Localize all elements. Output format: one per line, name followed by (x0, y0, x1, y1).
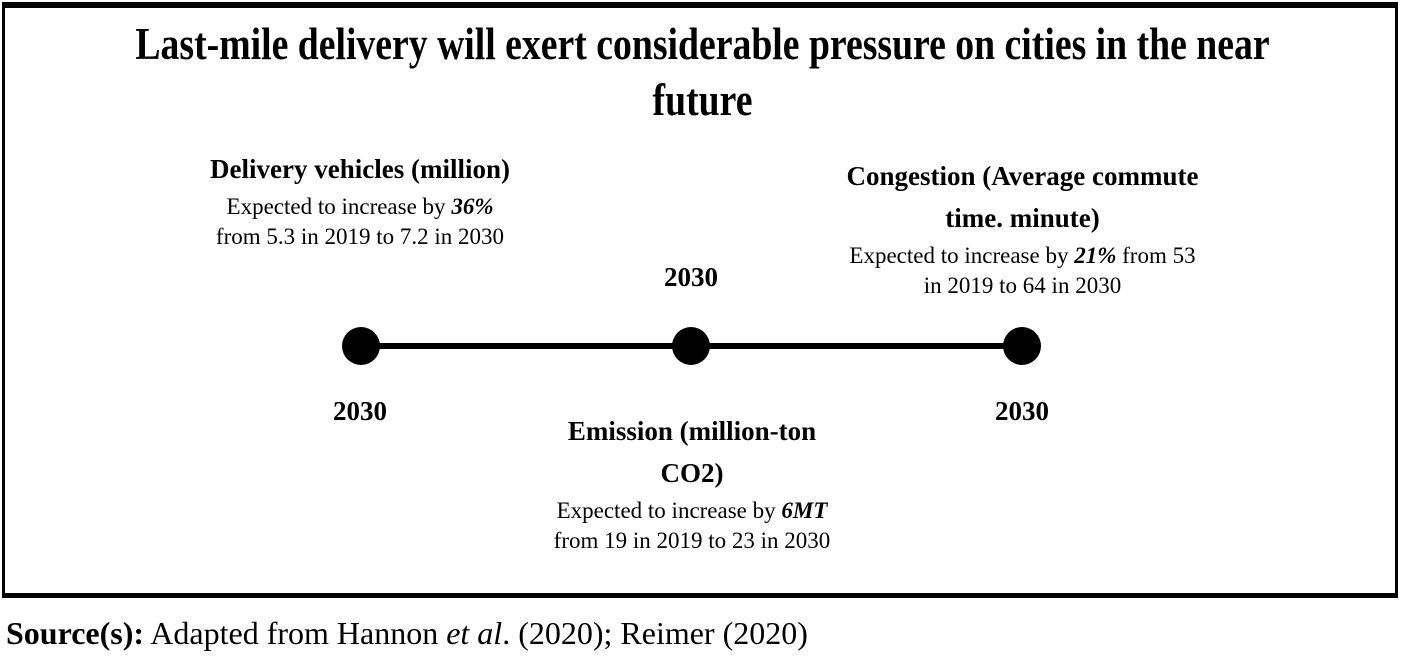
figure-border-box (2, 2, 1398, 598)
figure-title-line-2: future (652, 74, 753, 125)
source-note: Source(s): Adapted from Hannon et al. (2… (6, 613, 808, 653)
milestone-heading-delivery-vehicles: Delivery vehicles (million) (210, 154, 510, 184)
milestone-heading-emission: Emission (million-ton CO2) (567, 416, 817, 488)
description-emphasis-value: 36% (451, 194, 494, 219)
description-text: from 5.3 in 2019 to 7.2 in 2030 (215, 224, 505, 249)
figure-title: Last-mile delivery will exert considerab… (0, 16, 1405, 128)
description-text: Expected to increase by (556, 498, 782, 523)
timeline-dot-congestion (1003, 327, 1041, 365)
year-label-delivery-vehicles: 2030 (333, 396, 387, 426)
source-text: Adapted from Hannon (144, 615, 447, 651)
figure-title-line-1: Last-mile delivery will exert considerab… (135, 18, 1270, 69)
milestone-description-emission: Expected to increase by 6MT from 19 in 2… (537, 496, 847, 556)
description-text: Expected to increase by (849, 243, 1075, 268)
year-label-emission: 2030 (664, 262, 718, 292)
source-etal-italic: et al (446, 615, 503, 651)
source-text: . (2020); Reimer (2020) (502, 615, 808, 651)
description-text: from 19 in 2019 to 23 in 2030 (553, 528, 831, 553)
source-label: Source(s): (6, 615, 145, 651)
description-emphasis-value: 6MT (781, 498, 828, 523)
milestone-description-delivery-vehicles: Expected to increase by 36% from 5.3 in … (205, 192, 515, 252)
year-label-congestion: 2030 (995, 396, 1049, 426)
description-text: from 53 in 2019 to 64 in 2030 (923, 243, 1196, 298)
milestone-heading-congestion: Congestion (Average commute time. minute… (846, 161, 1199, 233)
milestone-block-emission: Emission (million-ton CO2) Expected to i… (537, 410, 847, 556)
milestone-block-congestion: Congestion (Average commute time. minute… (845, 155, 1200, 301)
description-emphasis-value: 21% (1074, 243, 1117, 268)
milestone-description-congestion: Expected to increase by 21% from 53 in 2… (845, 241, 1200, 301)
timeline-dot-delivery-vehicles (342, 327, 380, 365)
description-text: Expected to increase by (226, 194, 452, 219)
milestone-block-delivery-vehicles: Delivery vehicles (million) Expected to … (205, 148, 515, 252)
timeline-dot-emission (672, 327, 710, 365)
